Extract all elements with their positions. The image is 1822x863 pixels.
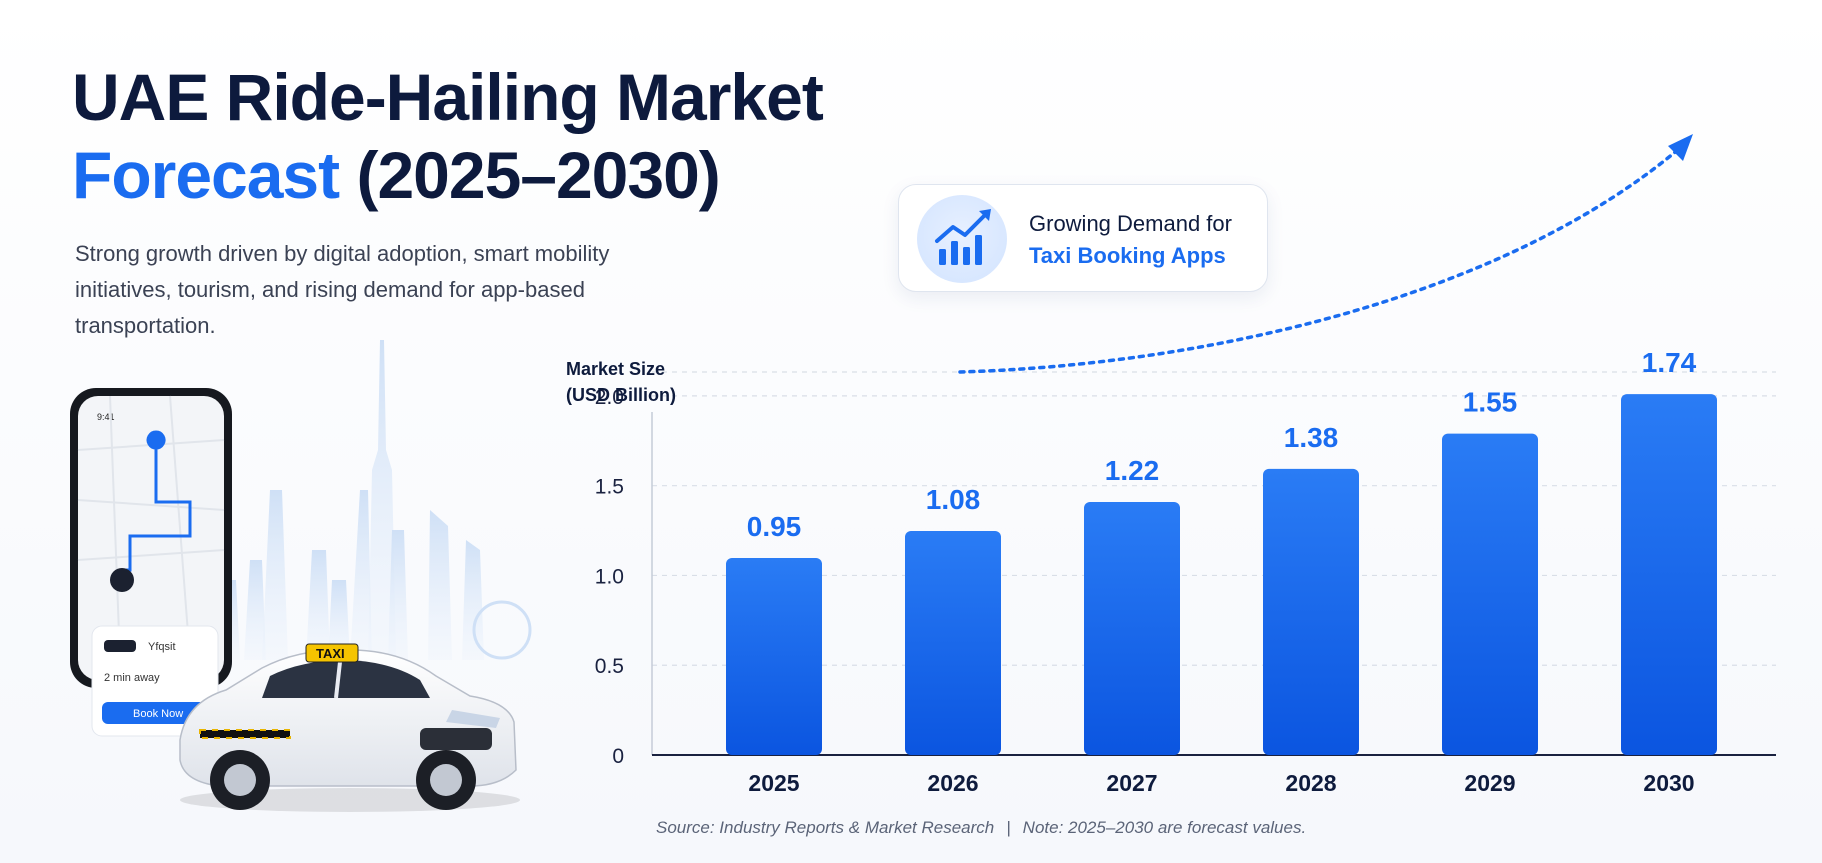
callout-line-1: Growing Demand for	[1029, 211, 1232, 236]
chart-gridlines	[651, 371, 1776, 756]
demand-callout-card: Growing Demand for Taxi Booking Apps	[898, 184, 1268, 292]
bar-2030	[1621, 394, 1717, 755]
bar-value-label: 0.95	[747, 511, 802, 542]
bar-value-label: 1.38	[1284, 422, 1339, 453]
x-tick-label: 2028	[1285, 770, 1336, 796]
chart-labels: 0 0.5 1.0 1.5 2.0 0.95 2025 1.08 2026 1.22 2027 1.3…	[595, 347, 1697, 796]
forecast-note: Note: 2025–2030 are forecast values.	[1022, 818, 1307, 837]
bar-2025	[726, 557, 822, 755]
title-accent: Forecast	[72, 138, 340, 212]
title-line-2: Forecast (2025–2030)	[72, 136, 823, 214]
page-title: UAE Ride-Hailing Market Forecast (2025–2…	[72, 58, 824, 214]
bar-2029	[1442, 433, 1538, 755]
y-axis-title-line-2: (USD Billion)	[566, 385, 676, 405]
bar-value-label: 1.74	[1642, 347, 1697, 378]
map-pin-icon	[146, 430, 166, 466]
phone-car-label: Yfqsit	[148, 641, 176, 653]
source-footnote: Source: Industry Reports & Market Resear…	[656, 818, 1306, 838]
callout-line-2: Taxi Booking Apps	[1029, 243, 1226, 268]
taxi-roof-sign: TAXI	[316, 646, 345, 661]
bar-value-label: 1.08	[926, 484, 981, 515]
x-tick-label: 2026	[927, 770, 978, 796]
phone-eta: 2 min away	[104, 672, 160, 684]
bar-2026	[905, 531, 1001, 755]
y-tick-label: 1.5	[595, 476, 624, 499]
title-years: (2025–2030)	[356, 138, 720, 212]
y-tick-label: 1.0	[595, 565, 624, 588]
car-marker-icon	[110, 568, 134, 592]
y-tick-label: 2.0	[595, 386, 624, 409]
source-text: Source: Industry Reports & Market Resear…	[656, 818, 995, 837]
city-skyline	[220, 340, 532, 660]
book-now-button[interactable]	[102, 702, 206, 724]
y-axis-title-line-1: Market Size	[566, 359, 666, 379]
x-tick-label: 2029	[1464, 770, 1515, 796]
bar-2027	[1084, 502, 1180, 755]
taxi-app-illustration: 9:41 Yfqsit 2 min away Book Now	[70, 340, 532, 812]
title-line-1: UAE Ride-Hailing Market	[72, 60, 824, 134]
x-tick-label: 2030	[1643, 770, 1694, 796]
trend-chart-icon	[917, 195, 1007, 283]
x-tick-label: 2025	[748, 770, 799, 796]
phone-mockup: 9:41 Yfqsit 2 min away Book Now	[70, 388, 232, 737]
y-axis-title: Market Size (USD Billion)	[566, 356, 676, 408]
subtitle: Strong growth driven by digital adoption…	[75, 241, 610, 338]
trend-arrow-head-icon	[1668, 134, 1693, 161]
x-tick-label: 2027	[1106, 770, 1157, 796]
y-tick-label: 0.5	[595, 655, 624, 678]
book-now-label: Book Now	[133, 708, 183, 720]
bar-2028	[1263, 468, 1359, 755]
bar-value-label: 1.22	[1105, 455, 1160, 486]
chart-bars	[726, 394, 1717, 755]
taxi-car: TAXI	[179, 643, 520, 812]
bar-value-label: 1.55	[1463, 387, 1518, 418]
trend-arrow	[958, 146, 1682, 374]
y-tick-label: 0	[612, 745, 624, 768]
footnote-separator: |	[1006, 818, 1011, 837]
phone-status-time: 9:41	[97, 412, 115, 422]
